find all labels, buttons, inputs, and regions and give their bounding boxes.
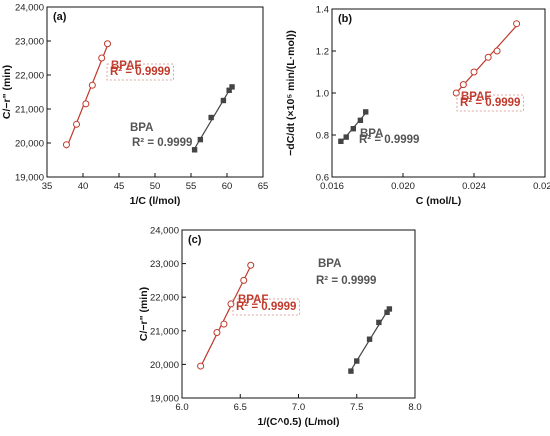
data-point-bpa xyxy=(376,319,382,326)
data-point-bpa xyxy=(343,134,349,140)
y-tick-label: 0.6 xyxy=(316,173,329,184)
series-label-bpaf: BPAF xyxy=(111,60,141,72)
x-tick-label: 60 xyxy=(222,181,233,192)
panel-label: (b) xyxy=(338,13,352,25)
y-axis-label: C/−r" (min) xyxy=(138,287,150,341)
data-point-bpa xyxy=(363,109,369,115)
y-tick-label: 23,000 xyxy=(150,259,179,270)
x-axis-label: 1/(C^0.5) (L/mol) xyxy=(258,416,340,428)
data-point-bpaf xyxy=(213,328,221,336)
chart-panel-1: 35 40 45 50 55 60 65 19,000 20,000 21,000 22,000 23… xyxy=(1,3,268,208)
r2-label-bpa: R² = 0.9999 xyxy=(316,275,376,287)
y-tick-label: 21,000 xyxy=(15,105,44,116)
data-point-bpaf xyxy=(88,81,96,89)
series-label-bpaf: BPAF xyxy=(461,91,491,103)
x-tick-label: 50 xyxy=(150,181,161,192)
data-point-bpa xyxy=(354,358,360,364)
y-tick-label: 22,000 xyxy=(150,293,179,304)
x-tick-label: 40 xyxy=(78,181,89,192)
fit-line-bpaf xyxy=(65,45,109,149)
x-tick-label: 7.5 xyxy=(350,402,363,413)
r2-box-bpaf xyxy=(232,298,300,316)
data-point-bpa xyxy=(226,87,232,93)
x-tick-label: 65 xyxy=(258,181,269,192)
y-tick-label: 21,000 xyxy=(150,326,179,337)
chart-panel-3: 6.0 6.5 7.0 7.5 8.0 19,000 20,000 21,000 22,000 2… xyxy=(138,226,422,429)
series-label-bpa: BPA xyxy=(318,258,341,270)
r2-box-bpaf xyxy=(106,63,174,81)
data-point-bpa xyxy=(357,117,364,123)
x-tick-label: 55 xyxy=(186,181,197,192)
y-tick-label: 24,000 xyxy=(150,226,179,237)
r2-label-bpaf: R² = 0.9999 xyxy=(460,97,520,109)
data-point-bpa xyxy=(338,138,344,144)
data-point-bpa xyxy=(220,97,227,104)
x-tick-label: 8.0 xyxy=(408,402,421,413)
data-point-bpa xyxy=(208,114,214,121)
r2-label-bpaf: R² = 0.9999 xyxy=(236,301,296,313)
y-tick-label: 22,000 xyxy=(15,71,44,82)
r2-label-bpa: R² = 0.9999 xyxy=(132,137,192,149)
plot-frame xyxy=(331,8,546,178)
data-point-bpaf xyxy=(73,120,81,128)
data-point-bpa xyxy=(384,309,390,316)
data-point-bpaf xyxy=(470,68,478,76)
data-point-bpa xyxy=(366,336,373,342)
data-point-bpaf xyxy=(227,300,235,308)
y-tick-label: 1.0 xyxy=(316,89,329,100)
x-tick-label: 0.016 xyxy=(320,181,344,192)
y-axis-label: C/−r" (min) xyxy=(1,65,13,119)
y-axis-label: −dC/dt (×10⁵ min/(L·mol)) xyxy=(285,30,297,156)
x-tick-label: 7.0 xyxy=(292,402,305,413)
data-point-bpaf xyxy=(197,362,205,370)
data-point-bpa xyxy=(191,147,198,153)
r2-box-bpaf xyxy=(456,94,524,112)
data-point-bpaf xyxy=(452,89,460,97)
x-tick-label: 6.5 xyxy=(234,402,247,413)
data-point-bpaf xyxy=(103,40,111,48)
y-tick-label: 19,000 xyxy=(150,394,179,405)
x-tick-label: 0.024 xyxy=(462,181,486,192)
x-tick-label: 45 xyxy=(114,181,125,192)
r2-label-bpaf: R² = 0.9999 xyxy=(110,66,170,78)
data-point-bpaf xyxy=(484,53,492,61)
plot-frame xyxy=(181,229,416,399)
y-tick-label: 24,000 xyxy=(15,3,44,14)
y-tick-label: 1.4 xyxy=(316,5,329,16)
y-tick-label: 20,000 xyxy=(15,139,44,150)
series-label-bpa: BPA xyxy=(360,128,383,140)
x-tick-label: 6.0 xyxy=(175,402,188,413)
data-point-bpaf xyxy=(98,54,106,62)
data-point-bpaf xyxy=(513,20,521,28)
data-point-bpaf xyxy=(493,47,501,55)
data-point-bpa xyxy=(348,368,354,374)
y-tick-label: 20,000 xyxy=(150,360,179,371)
data-point-bpa xyxy=(197,136,204,143)
x-tick-label: 35 xyxy=(42,181,53,192)
data-point-bpaf xyxy=(82,100,90,108)
y-tick-label: 1.2 xyxy=(316,47,329,58)
x-tick-label: 0.028 xyxy=(533,181,550,192)
data-point-bpaf xyxy=(220,320,228,328)
y-tick-label: 23,000 xyxy=(15,37,44,48)
panel-label: (a) xyxy=(53,11,67,23)
data-point-bpa xyxy=(350,126,356,132)
x-axis-label: C (mol/L) xyxy=(416,195,462,207)
series-label-bpa: BPA xyxy=(130,122,153,134)
data-point-bpaf xyxy=(247,261,255,269)
panel-label: (c) xyxy=(188,234,202,246)
data-point-bpaf xyxy=(459,81,467,89)
data-point-bpaf xyxy=(240,276,248,284)
y-tick-label: 19,000 xyxy=(15,173,44,184)
data-point-bpa xyxy=(386,306,393,312)
data-point-bpa xyxy=(229,84,235,90)
r2-label-bpa: R² = 0.9999 xyxy=(359,134,419,146)
x-tick-label: 0.020 xyxy=(391,181,415,192)
x-axis-label: 1/C (l/mol) xyxy=(130,195,181,207)
y-tick-label: 0.8 xyxy=(316,131,329,142)
data-point-bpaf xyxy=(62,141,70,149)
series-label-bpaf: BPAF xyxy=(238,294,268,306)
chart-panel-2: 0.016 0.020 0.024 0.028 0.6 0.8 1.0 1.2 1.4 C (mo… xyxy=(285,5,550,208)
